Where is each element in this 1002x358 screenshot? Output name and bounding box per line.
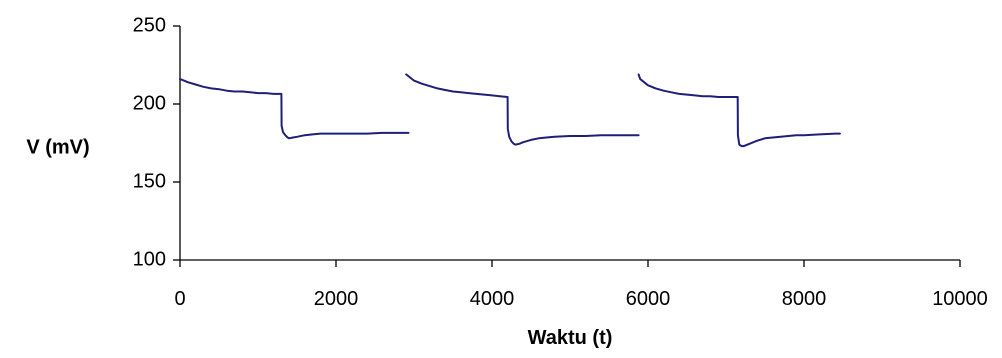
y-tick-label: 100 [133, 248, 166, 270]
series-line-segment-1 [179, 78, 410, 140]
x-tick-label: 2000 [314, 288, 359, 310]
y-axis-title: V (mV) [26, 136, 89, 158]
x-tick-label: 0 [174, 288, 185, 310]
plot-area [179, 73, 841, 148]
x-tick-label: 4000 [470, 288, 515, 310]
series-line-segment-3 [637, 73, 841, 148]
x-tick-label: 8000 [782, 288, 827, 310]
axis-ticks: 100 150 200 250 0 2000 4000 6000 8000 10000 [133, 14, 988, 310]
x-axis-title: Waktu (t) [528, 327, 613, 349]
y-tick-label: 150 [133, 170, 166, 192]
series-line-segment-2 [405, 73, 640, 146]
x-tick-label: 10000 [932, 288, 988, 310]
x-tick-label: 6000 [626, 288, 671, 310]
y-tick-label: 200 [133, 92, 166, 114]
y-tick-label: 250 [133, 14, 166, 36]
